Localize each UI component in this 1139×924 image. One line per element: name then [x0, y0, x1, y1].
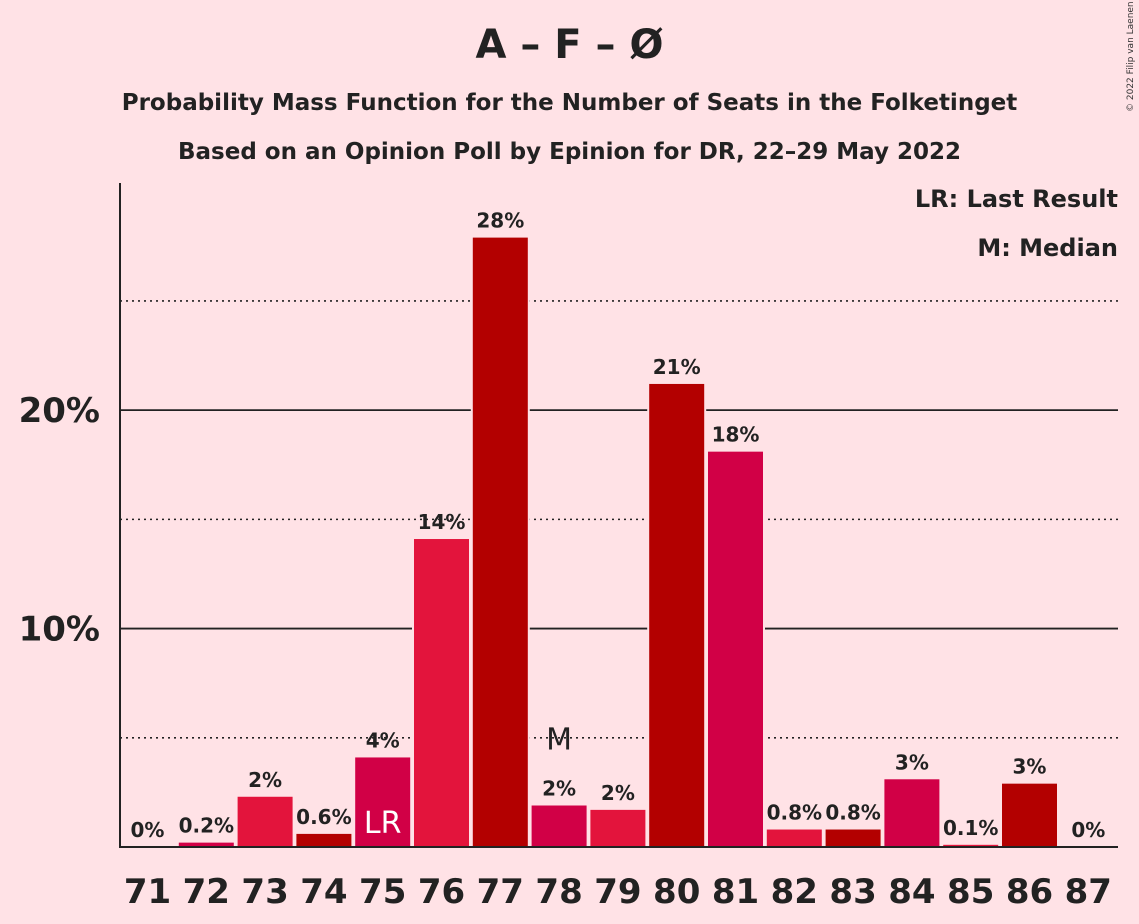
x-tick-label: 72 — [183, 872, 230, 912]
data-label: 2% — [542, 777, 576, 801]
x-tick-label: 77 — [477, 872, 524, 912]
x-tick-label: 82 — [771, 872, 818, 912]
data-label: 0.8% — [825, 801, 880, 825]
x-tick-label: 81 — [712, 872, 759, 912]
data-label: 0.6% — [296, 805, 351, 829]
data-label: 0% — [1071, 818, 1105, 842]
bar — [296, 833, 352, 847]
x-tick-label: 84 — [888, 872, 935, 912]
x-tick-label: 85 — [947, 872, 994, 912]
legend-last-result: LR: Last Result — [914, 185, 1118, 213]
data-label: 2% — [248, 768, 282, 792]
bar — [472, 237, 528, 847]
bar — [590, 809, 646, 847]
data-label: 3% — [1013, 755, 1047, 779]
x-tick-label: 83 — [829, 872, 876, 912]
chart-subtitle: Probability Mass Function for the Number… — [121, 90, 1018, 116]
x-tick-label: 76 — [418, 872, 465, 912]
data-label: 0.1% — [943, 816, 998, 840]
data-label: 2% — [601, 781, 635, 805]
bar — [414, 539, 469, 847]
x-tick-label: 78 — [535, 872, 582, 912]
data-label: 0.8% — [767, 801, 822, 825]
bar — [178, 842, 234, 847]
bar — [1002, 783, 1057, 847]
x-tick-label: 74 — [300, 872, 347, 912]
x-tick-label: 79 — [594, 872, 641, 912]
data-label: 0% — [131, 818, 165, 842]
data-label: 14% — [418, 510, 466, 534]
data-label: 3% — [895, 750, 929, 774]
last-result-marker: LR — [364, 806, 402, 841]
data-label: 21% — [653, 355, 701, 379]
bar — [237, 796, 293, 847]
x-tick-label: 86 — [1006, 872, 1053, 912]
chart-subtitle-source: Based on an Opinion Poll by Epinion for … — [178, 139, 961, 165]
y-tick-label: 10% — [19, 610, 100, 650]
x-tick-label: 71 — [124, 872, 171, 912]
data-label: 28% — [476, 209, 524, 233]
median-marker: M — [546, 723, 572, 758]
bar — [766, 829, 822, 847]
x-tick-label: 80 — [653, 872, 700, 912]
data-label: 18% — [712, 423, 760, 447]
bar — [531, 805, 587, 847]
bar — [649, 383, 705, 847]
chart-title: A – F – Ø — [475, 22, 664, 68]
data-label: 4% — [366, 728, 400, 752]
bar — [708, 451, 763, 847]
bar — [355, 757, 411, 847]
x-tick-label: 73 — [241, 872, 288, 912]
legend-median: M: Median — [977, 234, 1118, 262]
x-tick-label: 87 — [1065, 872, 1112, 912]
y-tick-label: 20% — [19, 391, 100, 431]
bar — [884, 779, 940, 847]
bar — [825, 829, 881, 847]
bar — [943, 844, 999, 847]
data-label: 0.2% — [179, 814, 234, 838]
x-tick-label: 75 — [359, 872, 406, 912]
